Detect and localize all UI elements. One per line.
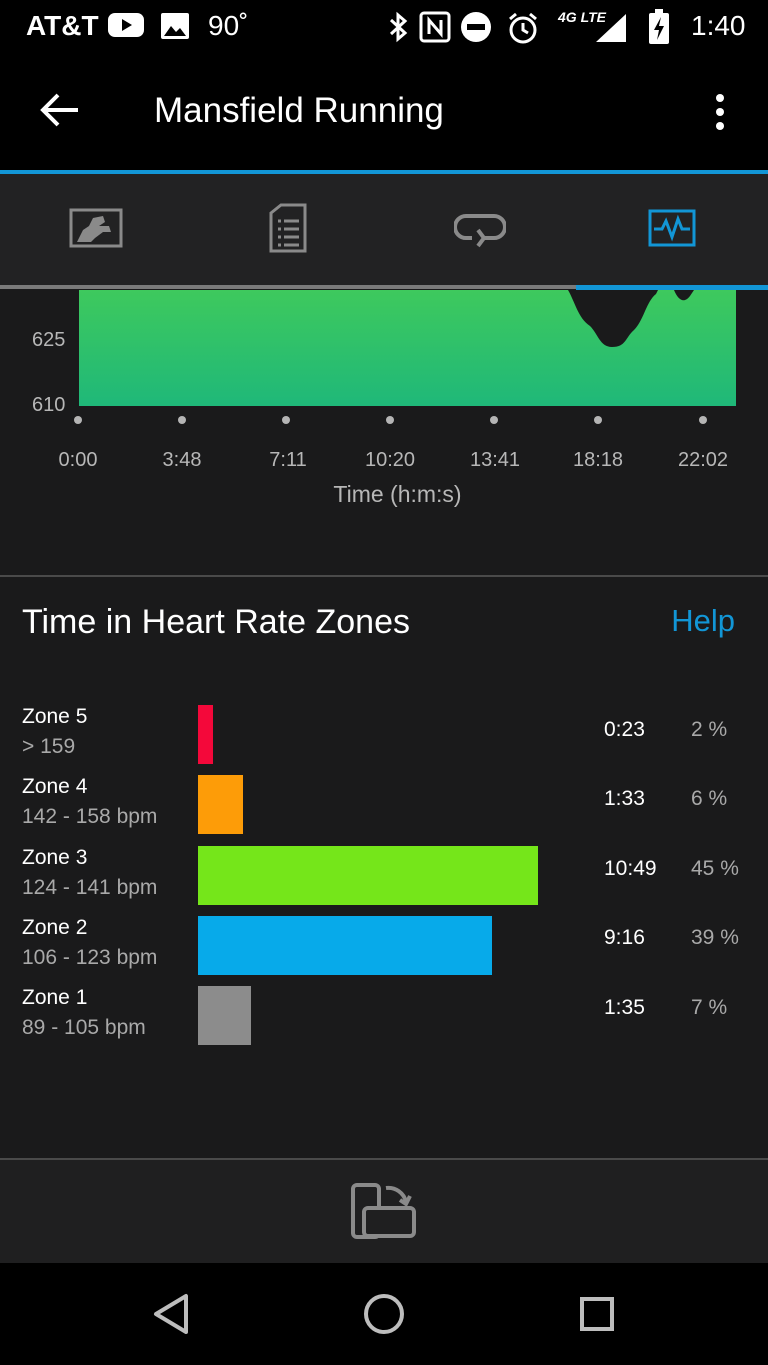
x-tick-label: 18:18 bbox=[572, 449, 624, 471]
zone-bar bbox=[198, 705, 213, 764]
zone-name: Zone 5 bbox=[22, 705, 88, 728]
details-icon bbox=[269, 203, 307, 258]
tab-map[interactable] bbox=[0, 174, 192, 286]
recents-square-icon[interactable] bbox=[579, 1296, 615, 1337]
zone-percent: 45 % bbox=[691, 857, 739, 880]
elevation-chart bbox=[74, 290, 736, 424]
tab-details[interactable] bbox=[192, 174, 384, 286]
zone-range: 106 - 123 bpm bbox=[22, 946, 158, 969]
image-icon bbox=[160, 11, 190, 46]
zone-bar bbox=[198, 916, 492, 975]
help-link[interactable]: Help bbox=[671, 603, 735, 638]
back-triangle-icon[interactable] bbox=[152, 1293, 190, 1340]
zone-percent: 6 % bbox=[691, 787, 728, 810]
nfc-icon bbox=[419, 11, 451, 48]
zone-name: Zone 4 bbox=[22, 775, 88, 798]
x-axis-dot bbox=[699, 416, 707, 424]
section-divider bbox=[0, 575, 768, 577]
alarm-icon bbox=[506, 11, 540, 50]
x-tick-label: 3:48 bbox=[162, 449, 202, 471]
tab-indicator-track bbox=[0, 285, 768, 289]
more-vert-icon[interactable] bbox=[708, 92, 732, 137]
bottom-action-bar bbox=[0, 1160, 768, 1264]
zone-name: Zone 1 bbox=[22, 986, 88, 1009]
charts-icon bbox=[648, 209, 696, 252]
x-tick-label: 7:11 bbox=[269, 449, 307, 471]
zone-time: 1:33 bbox=[604, 787, 645, 810]
x-tick-label: 22:02 bbox=[677, 449, 729, 471]
carrier-label: AT&T bbox=[26, 10, 99, 41]
x-axis-title: Time (h:m:s) bbox=[333, 481, 462, 507]
arrow-left-icon[interactable] bbox=[38, 90, 82, 135]
tab-charts[interactable] bbox=[576, 174, 768, 286]
clock-label: 1:40 bbox=[691, 10, 746, 41]
zone-range: > 159 bbox=[22, 735, 76, 758]
zone-bar bbox=[198, 846, 538, 905]
tab-laps[interactable] bbox=[384, 174, 576, 286]
x-tick-label: 13:41 bbox=[469, 449, 521, 471]
y-tick-label: 610 bbox=[32, 394, 66, 416]
section-divider bbox=[0, 1158, 768, 1160]
zone-name: Zone 3 bbox=[22, 846, 88, 869]
home-circle-icon[interactable] bbox=[363, 1293, 405, 1340]
app-bar: Mansfield Running bbox=[0, 54, 768, 172]
zone-time: 9:16 bbox=[604, 926, 645, 949]
x-tick-label: 0:00 bbox=[58, 449, 98, 471]
elevation-area bbox=[79, 290, 736, 406]
rotate-device-icon[interactable] bbox=[350, 1182, 418, 1247]
section-title: Time in Heart Rate Zones bbox=[22, 603, 410, 641]
temperature-label: 90˚ bbox=[208, 10, 249, 41]
zone-percent: 7 % bbox=[691, 996, 728, 1019]
zone-time: 1:35 bbox=[604, 996, 645, 1019]
x-axis-dot bbox=[282, 416, 290, 424]
zone-range: 89 - 105 bpm bbox=[22, 1016, 146, 1039]
zone-name: Zone 2 bbox=[22, 916, 88, 939]
tab-strip bbox=[0, 174, 768, 286]
x-axis-dot bbox=[178, 416, 186, 424]
youtube-icon bbox=[108, 11, 144, 44]
network-label: 4G LTE bbox=[558, 9, 606, 25]
x-axis-dot bbox=[74, 416, 82, 424]
signal-icon bbox=[594, 13, 628, 48]
zone-time: 10:49 bbox=[604, 857, 657, 880]
zone-percent: 39 % bbox=[691, 926, 739, 949]
bluetooth-icon bbox=[386, 11, 412, 48]
x-axis-dot bbox=[594, 416, 602, 424]
header-accent-line bbox=[0, 170, 768, 174]
x-axis-dot bbox=[386, 416, 394, 424]
zone-percent: 2 % bbox=[691, 718, 728, 741]
zone-range: 124 - 141 bpm bbox=[22, 876, 158, 899]
system-nav-bar bbox=[0, 1263, 768, 1365]
tab-selected-indicator bbox=[576, 285, 768, 290]
do-not-disturb-icon bbox=[460, 11, 492, 48]
zone-bar bbox=[198, 775, 243, 834]
status-bar: AT&T 90˚ 4G LTE 1:40 bbox=[0, 0, 768, 54]
zone-time: 0:23 bbox=[604, 718, 645, 741]
battery-charging-icon bbox=[648, 9, 670, 50]
zone-range: 142 - 158 bpm bbox=[22, 805, 158, 828]
map-icon bbox=[69, 208, 123, 253]
laps-icon bbox=[453, 208, 507, 253]
zone-bar bbox=[198, 986, 251, 1045]
page-title: Mansfield Running bbox=[154, 91, 444, 130]
y-tick-label: 625 bbox=[32, 329, 66, 351]
x-tick-label: 10:20 bbox=[364, 449, 416, 471]
x-axis-dot bbox=[490, 416, 498, 424]
